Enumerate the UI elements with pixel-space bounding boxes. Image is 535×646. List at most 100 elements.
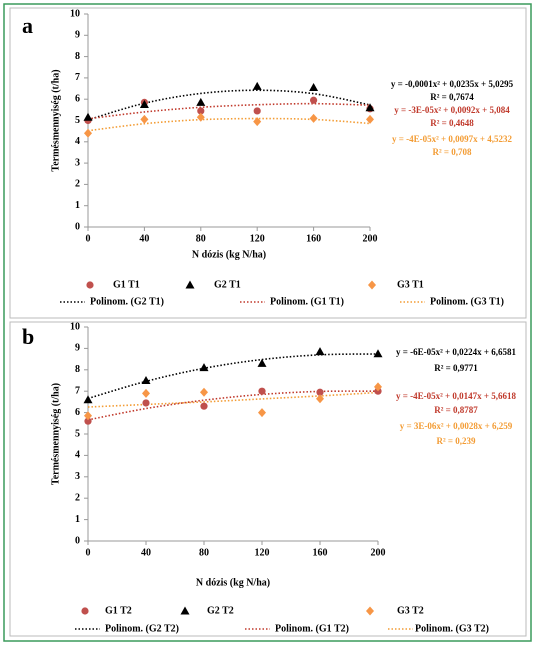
marker: [373, 349, 383, 358]
y-tick-label: 4: [75, 136, 80, 147]
panel-label: a: [22, 13, 33, 38]
panel-label: b: [22, 324, 34, 349]
y-tick-label: 8: [75, 51, 80, 62]
trend-equation: y = -3E-05x² + 0,0092x + 5,084: [394, 105, 510, 115]
marker: [197, 107, 205, 115]
panel-frame: [9, 321, 527, 637]
y-tick-label: 2: [75, 492, 80, 503]
y-axis-label: Termésmennyiség (t/ha): [50, 69, 61, 171]
trend-r-squared: R² = 0,4648: [430, 118, 474, 128]
x-tick-label: 200: [363, 233, 378, 244]
x-tick-label: 200: [371, 547, 386, 558]
trend-r-squared: R² = 0,239: [436, 436, 476, 446]
marker: [200, 387, 208, 397]
marker: [84, 128, 92, 138]
legend-label: G2 T2: [207, 605, 234, 616]
x-axis-label: N dózis (kg N/ha): [192, 249, 266, 260]
trendline: [87, 391, 379, 408]
trend-r-squared: R² = 0,7674: [430, 92, 474, 102]
y-tick-label: 5: [75, 428, 80, 439]
marker: [309, 82, 319, 91]
x-axis-label: N dózis (kg N/ha): [196, 577, 270, 588]
marker: [258, 408, 266, 418]
trend-equation: y = 3E-06x² + 0,0028x + 6,259: [400, 421, 513, 431]
marker: [258, 387, 266, 395]
legend-marker: [366, 606, 374, 616]
legend-label: Polinom. (G2 T1): [90, 296, 164, 307]
y-tick-label: 2: [75, 179, 80, 190]
trendline: [87, 89, 371, 121]
marker: [315, 347, 325, 356]
trendline: [87, 117, 371, 132]
trend-r-squared: R² = 0,8787: [434, 405, 478, 415]
marker: [139, 100, 149, 109]
y-tick-label: 4: [75, 450, 80, 461]
y-tick-label: 1: [75, 514, 80, 525]
marker: [200, 402, 208, 410]
y-axis-label: Termésmennyiség (t/ha): [50, 383, 61, 485]
y-tick-label: 10: [70, 321, 80, 332]
x-tick-label: 0: [86, 547, 91, 558]
x-tick-label: 40: [139, 233, 149, 244]
trend-equation: y = -4E-05x² + 0,0097x + 4,5232: [392, 134, 513, 144]
x-tick-label: 80: [199, 547, 209, 558]
y-tick-label: 7: [75, 72, 80, 83]
y-tick-label: 7: [75, 385, 80, 396]
legend-label: G1 T1: [113, 279, 140, 290]
trendline: [87, 353, 379, 400]
marker: [252, 81, 262, 90]
marker: [141, 376, 151, 384]
trend-r-squared: R² = 0,9771: [434, 363, 478, 373]
marker: [365, 103, 375, 112]
trendline: [87, 102, 371, 120]
legend-label: Polinom. (G1 T2): [275, 623, 349, 634]
x-tick-label: 120: [250, 233, 265, 244]
x-tick-label: 120: [255, 547, 270, 558]
legend-label: G3 T1: [397, 279, 424, 290]
marker: [310, 96, 318, 104]
marker: [142, 388, 150, 398]
marker: [316, 394, 324, 404]
marker: [140, 114, 149, 124]
legend-label: Polinom. (G1 T1): [270, 296, 344, 307]
legend-label: G3 T2: [397, 605, 424, 616]
panel-frame: [9, 7, 527, 319]
y-tick-label: 6: [75, 93, 80, 104]
x-tick-label: 80: [196, 233, 206, 244]
y-tick-label: 3: [75, 157, 80, 168]
y-tick-label: 3: [75, 471, 80, 482]
trend-equation: y = -0,0001x² + 0,0235x + 5,0295: [391, 79, 514, 89]
y-tick-label: 6: [75, 407, 80, 418]
y-tick-label: 0: [75, 221, 80, 232]
y-tick-label: 9: [75, 30, 80, 41]
legend-marker: [81, 607, 89, 615]
marker: [309, 113, 318, 123]
x-tick-label: 160: [306, 233, 321, 244]
legend-marker: [185, 280, 195, 289]
legend-marker: [368, 280, 376, 290]
y-tick-label: 1: [75, 200, 80, 211]
x-tick-label: 40: [141, 547, 151, 558]
marker: [199, 363, 209, 372]
legend-label: Polinom. (G3 T1): [430, 296, 504, 307]
y-tick-label: 5: [75, 115, 80, 126]
legend-label: Polinom. (G2 T2): [105, 623, 179, 634]
legend-marker: [180, 606, 190, 615]
y-tick-label: 10: [70, 8, 80, 19]
marker: [142, 399, 150, 407]
marker: [84, 417, 92, 425]
legend-label: Polinom. (G3 T2): [415, 623, 489, 634]
x-tick-label: 0: [86, 233, 91, 244]
trend-equation: y = -6E-05x² + 0,0224x + 6,6581: [396, 347, 517, 357]
marker: [84, 411, 92, 421]
marker: [196, 112, 205, 122]
y-tick-label: 8: [75, 364, 80, 375]
legend-marker: [86, 281, 94, 289]
marker: [83, 395, 93, 404]
marker: [257, 358, 267, 367]
marker: [253, 107, 261, 115]
trendline: [87, 390, 379, 421]
legend-label: G2 T1: [214, 279, 241, 290]
marker: [316, 388, 324, 396]
x-tick-label: 160: [313, 547, 328, 558]
